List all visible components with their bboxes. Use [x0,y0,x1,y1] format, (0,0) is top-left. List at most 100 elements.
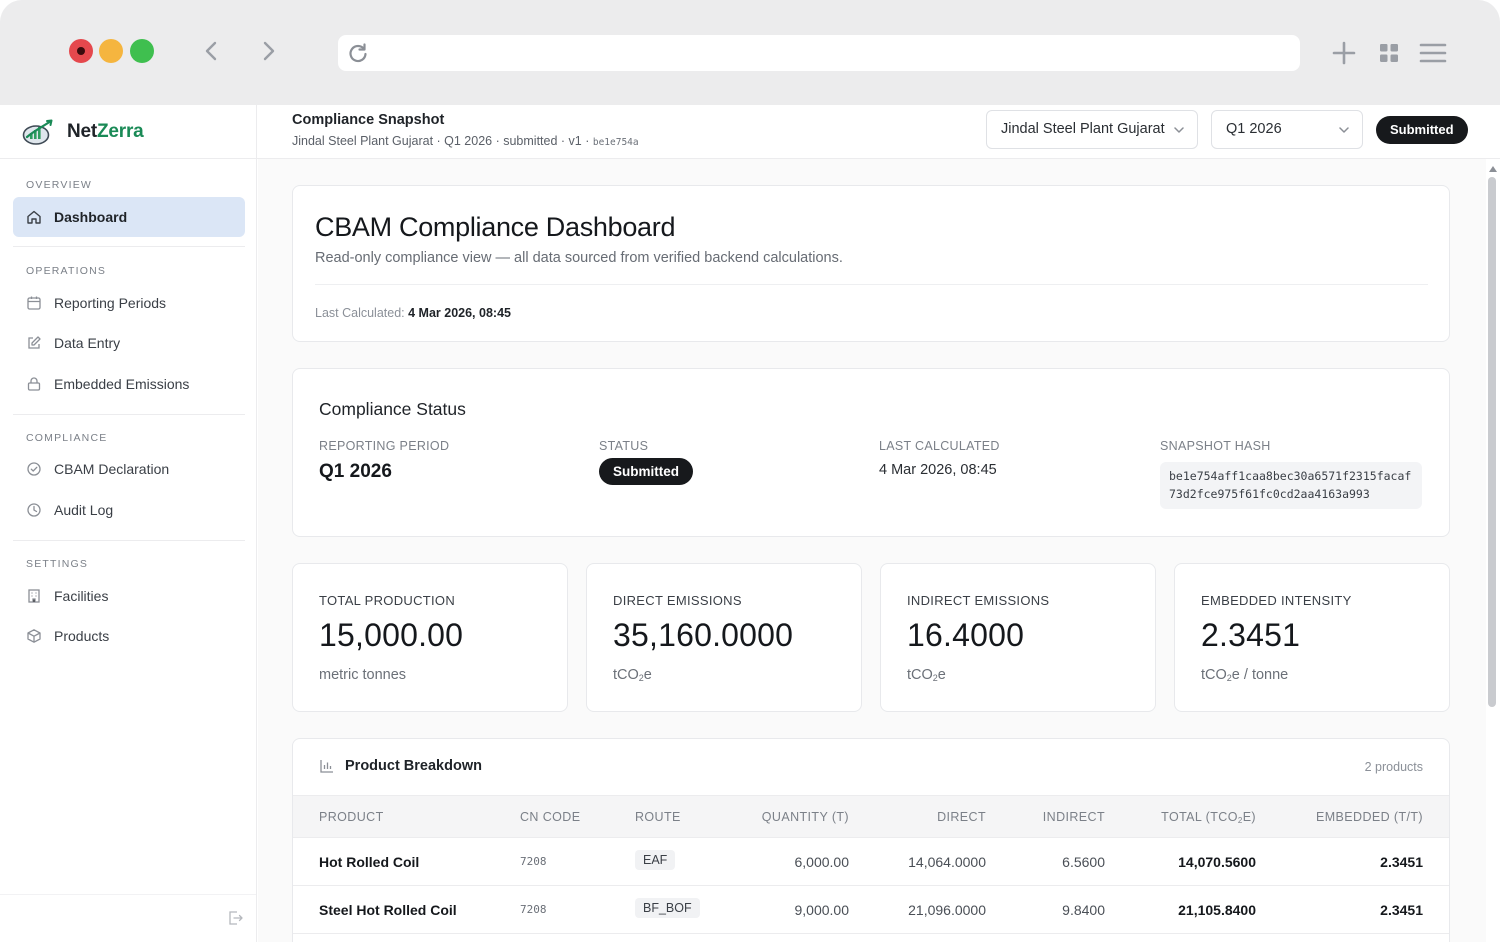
last-calculated-field: LAST CALCULATED 4 Mar 2026, 08:45 [879,439,1000,478]
new-tab-icon[interactable] [1331,40,1357,66]
sidebar-item-data-entry[interactable]: Data Entry [13,323,245,363]
box-icon [27,629,41,643]
plant-select[interactable]: Jindal Steel Plant Gujarat [986,110,1198,149]
page-title: Compliance Snapshot [292,112,445,128]
minimize-window-button[interactable] [99,39,123,63]
menu-icon[interactable] [1419,40,1447,66]
section-label-operations: OPERATIONS [26,265,107,277]
metric-card-embedded-intensity: EMBEDDED INTENSITY 2.3451 tCO2e / tonne [1174,563,1450,712]
last-calculated-value: 4 Mar 2026, 08:45 [879,462,997,478]
browser-chrome [0,0,1500,105]
reporting-period-value: Q1 2026 [319,461,392,482]
indirect-value: 9.8400 [1062,902,1105,918]
product-name: Hot Rolled Coil [319,854,420,870]
cn-code: 7208 [520,903,547,916]
reporting-period-field: REPORTING PERIOD Q1 2026 [319,439,450,482]
metric-value: 35,160.0000 [613,617,794,653]
period-select[interactable]: Q1 2026 [1211,110,1363,149]
status-field: STATUS Submitted [599,439,693,485]
dashboard-header-card: CBAM Compliance Dashboard Read-only comp… [292,185,1450,342]
column-header-quantity[interactable]: QUANTITY (T) [761,810,849,824]
metric-unit: tCO2e / tonne [1201,667,1289,683]
brand-name[interactable]: NetZerra [67,120,144,142]
metric-value: 15,000.00 [319,617,464,653]
status-badge: Submitted [1376,116,1468,144]
metric-unit: metric tonnes [319,667,407,683]
section-label-compliance: COMPLIANCE [26,432,108,444]
snapshot-hash-value[interactable]: be1e754aff1caa8bec30a6571f2315facaf73d2f… [1160,462,1422,509]
chevron-down-icon [1174,127,1184,133]
sidebar-item-products[interactable]: Products [13,616,245,656]
check-circle-icon [27,462,41,476]
subtitle-hash: be1e754a [592,137,639,148]
forward-arrow-icon[interactable] [256,38,280,64]
building-icon [28,589,40,603]
column-header-indirect[interactable]: INDIRECT [1042,810,1105,824]
metric-value: 16.4000 [907,617,1025,653]
clock-icon [27,503,41,517]
column-header-route[interactable]: ROUTE [635,810,681,824]
cn-code: 7208 [520,855,547,868]
home-icon [27,210,41,224]
column-header-product[interactable]: PRODUCT [319,810,384,824]
bar-chart-icon [320,760,333,773]
sidebar-item-audit-log[interactable]: Audit Log [13,490,245,530]
lock-icon [27,377,41,391]
page-subtitle: Jindal Steel Plant Gujarat · Q1 2026 · s… [292,134,639,148]
sidebar-item-facilities[interactable]: Facilities [13,576,245,616]
section-label-overview: OVERVIEW [26,179,93,191]
metric-unit: tCO2e [907,667,946,683]
snapshot-hash-field: SNAPSHOT HASH be1e754aff1caa8bec30a6571f… [1160,439,1422,509]
last-calculated: Last Calculated: 4 Mar 2026, 08:45 [315,306,511,320]
direct-value: 21,096.0000 [908,902,986,918]
logo-icon [22,118,54,146]
compliance-status-card: Compliance Status REPORTING PERIOD Q1 20… [292,368,1450,537]
product-name: Steel Hot Rolled Coil [319,902,457,918]
app-window: NetZerra Compliance Snapshot Jindal Stee… [0,105,1500,942]
quantity-value: 9,000.00 [794,902,850,918]
sidebar-item-cbam-declaration[interactable]: CBAM Declaration [13,449,245,489]
direct-value: 14,064.0000 [908,854,986,870]
address-bar[interactable] [338,35,1300,71]
brand-header: NetZerra [0,105,257,159]
metric-card-indirect-emissions: INDIRECT EMISSIONS 16.4000 tCO2e [880,563,1156,712]
sidebar-item-dashboard[interactable]: Dashboard [13,197,245,237]
logout-icon[interactable] [227,909,245,927]
scroll-up-icon[interactable] [1489,166,1497,172]
edit-icon [28,336,41,349]
dashboard-title: CBAM Compliance Dashboard [315,212,676,242]
product-count: 2 products [1364,760,1423,774]
grid-icon[interactable] [1376,40,1402,66]
metric-card-direct-emissions: DIRECT EMISSIONS 35,160.0000 tCO2e [586,563,862,712]
table-header: PRODUCT CN CODE ROUTE QUANTITY (T) DIREC… [293,795,1449,838]
scrollbar-thumb[interactable] [1488,177,1496,707]
sidebar: OVERVIEW Dashboard OPERATIONS Reporting … [0,159,257,942]
column-header-cn-code[interactable]: CN CODE [520,810,581,824]
quantity-value: 6,000.00 [794,854,850,870]
metric-value: 2.3451 [1201,617,1301,653]
back-arrow-icon[interactable] [200,38,224,64]
table-row[interactable]: Steel Hot Rolled Coil 7208 BF_BOF 9,000.… [293,886,1449,934]
main-content: CBAM Compliance Dashboard Read-only comp… [258,159,1486,942]
maximize-window-button[interactable] [130,39,154,63]
metric-unit: tCO2e [613,667,652,683]
status-badge: Submitted [599,458,693,485]
compliance-status-title: Compliance Status [319,399,466,419]
sidebar-item-reporting-periods[interactable]: Reporting Periods [13,283,245,323]
top-bar: Compliance Snapshot Jindal Steel Plant G… [257,105,1500,159]
section-label-settings: SETTINGS [26,558,89,570]
calendar-icon [27,296,41,310]
embedded-value: 2.3451 [1380,854,1423,870]
column-header-total[interactable]: TOTAL (TCO2E) [1161,810,1256,825]
table-row[interactable]: Hot Rolled Coil 7208 EAF 6,000.00 14,064… [293,838,1449,886]
scrollbar[interactable] [1486,159,1500,942]
metric-card-total-production: TOTAL PRODUCTION 15,000.00 metric tonnes [292,563,568,712]
route-badge: BF_BOF [635,898,700,918]
sidebar-item-embedded-emissions[interactable]: Embedded Emissions [13,364,245,404]
reload-icon[interactable] [346,41,370,65]
product-breakdown-card: Product Breakdown 2 products PRODUCT CN … [292,738,1450,942]
total-value: 14,070.5600 [1178,854,1256,870]
column-header-embedded[interactable]: EMBEDDED (T/T) [1316,810,1423,824]
column-header-direct[interactable]: DIRECT [937,810,986,824]
close-window-button[interactable] [69,39,93,63]
